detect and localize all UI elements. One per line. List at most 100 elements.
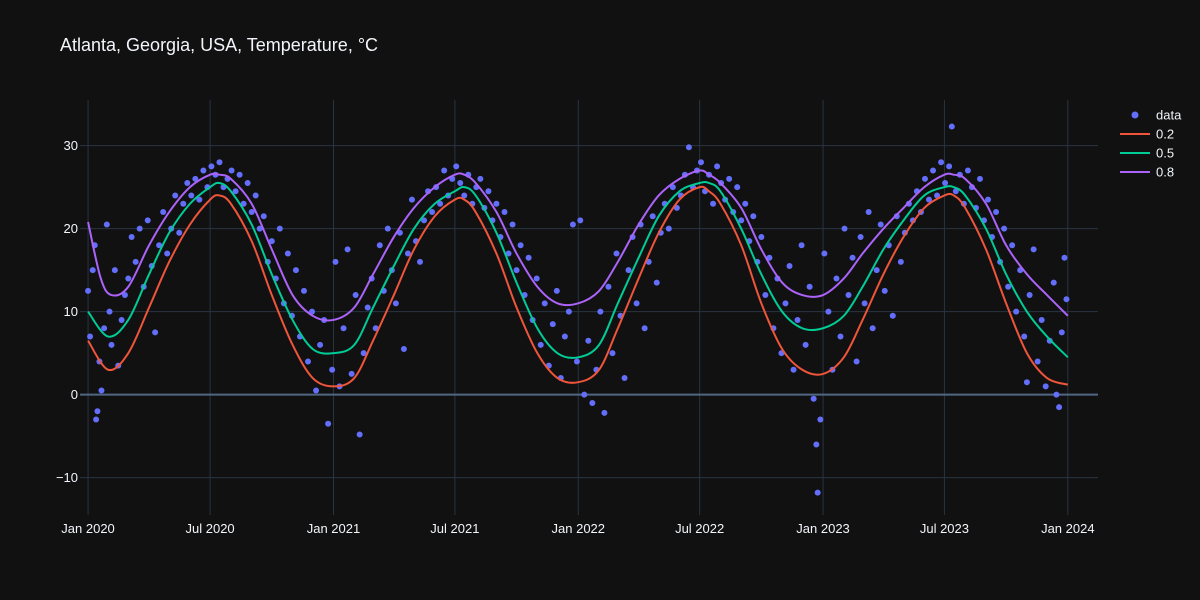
data-point <box>1063 296 1070 303</box>
x-tick-label: Jul 2020 <box>186 521 235 536</box>
data-point <box>549 321 556 328</box>
data-point <box>605 283 612 290</box>
data-point <box>248 209 255 216</box>
x-tick-label: Jan 2023 <box>796 521 850 536</box>
legend-marker-icon <box>1131 111 1139 119</box>
y-tick-label: 30 <box>64 138 78 153</box>
data-point <box>810 395 817 402</box>
data-point <box>152 329 159 336</box>
data-point <box>665 225 672 232</box>
series-layer <box>85 123 1070 496</box>
data-point <box>268 238 275 245</box>
legend-item-0.2[interactable]: 0.2 <box>1120 127 1174 142</box>
data-point <box>252 192 259 199</box>
legend-label: 0.5 <box>1156 146 1174 161</box>
data-point <box>1034 358 1041 365</box>
data-point <box>517 242 524 249</box>
data-point <box>825 308 832 315</box>
data-point <box>881 287 888 294</box>
data-point <box>849 254 856 261</box>
data-point <box>184 180 191 186</box>
data-point <box>192 175 199 182</box>
data-point <box>685 144 692 151</box>
data-point <box>577 217 584 224</box>
data-point <box>561 333 568 340</box>
data-point <box>300 287 307 294</box>
data-point <box>325 420 332 427</box>
data-point <box>964 167 971 174</box>
data-point <box>340 325 347 332</box>
data-point <box>889 312 896 319</box>
data-point <box>621 375 628 382</box>
data-point <box>845 292 852 299</box>
legend-label: 0.2 <box>1156 127 1174 142</box>
data-point <box>581 391 588 398</box>
data-point <box>1021 333 1028 340</box>
data-point <box>585 337 592 344</box>
data-point <box>565 308 572 315</box>
data-point <box>782 300 789 307</box>
data-point <box>798 242 805 249</box>
data-point <box>348 370 355 377</box>
data-point <box>332 258 339 265</box>
data-point <box>89 267 96 274</box>
data-point <box>228 167 235 174</box>
data-point <box>453 163 460 170</box>
legend-item-data[interactable]: data <box>1131 108 1183 123</box>
data-point <box>669 184 676 191</box>
chart-title: Atlanta, Georgia, USA, Temperature, °C <box>60 35 378 55</box>
data-point <box>742 200 749 207</box>
legend-item-0.8[interactable]: 0.8 <box>1120 165 1174 180</box>
data-point <box>786 263 793 269</box>
data-point <box>421 217 428 224</box>
data-point <box>738 217 745 224</box>
data-point <box>1053 391 1060 398</box>
data-point <box>232 188 239 195</box>
data-point <box>734 184 741 191</box>
data-point <box>1050 279 1057 286</box>
data-point <box>128 233 135 240</box>
data-point <box>633 300 640 307</box>
data-point <box>573 358 580 365</box>
data-point <box>441 167 448 174</box>
y-tick-label: 0 <box>71 387 78 402</box>
data-point <box>344 246 351 253</box>
data-point <box>156 242 163 249</box>
data-point <box>613 250 620 257</box>
data-point <box>841 225 848 232</box>
data-point <box>132 258 139 265</box>
data-point <box>861 300 868 307</box>
data-point <box>384 225 391 232</box>
legend-item-0.5[interactable]: 0.5 <box>1120 146 1174 161</box>
data-point <box>356 431 363 438</box>
data-point <box>926 196 932 203</box>
data-point <box>589 399 596 406</box>
data-point <box>485 188 492 195</box>
data-point <box>942 180 949 186</box>
series-line-0.2 <box>87 185 1069 388</box>
data-point <box>865 209 872 216</box>
legend[interactable]: data 0.2 0.5 0.8 <box>1120 108 1182 180</box>
data-point <box>125 275 132 282</box>
data-point <box>164 250 171 257</box>
data-point <box>108 341 115 348</box>
data-point <box>853 358 860 365</box>
data-point <box>930 167 937 174</box>
data-point <box>921 175 928 182</box>
data-point <box>601 409 608 416</box>
data-point <box>569 221 576 228</box>
x-tick-label: Jan 2021 <box>307 521 361 536</box>
data-point <box>1009 242 1016 249</box>
data-point <box>837 333 844 340</box>
data-point <box>833 275 840 282</box>
data-point <box>762 292 769 299</box>
data-point <box>938 159 945 166</box>
data-point <box>1061 254 1068 261</box>
data-point <box>537 341 544 348</box>
data-point <box>376 242 383 249</box>
y-tick-label: 10 <box>64 304 78 319</box>
x-tick-label: Jul 2021 <box>430 521 479 536</box>
data-point <box>714 163 721 170</box>
data-point <box>144 217 151 224</box>
